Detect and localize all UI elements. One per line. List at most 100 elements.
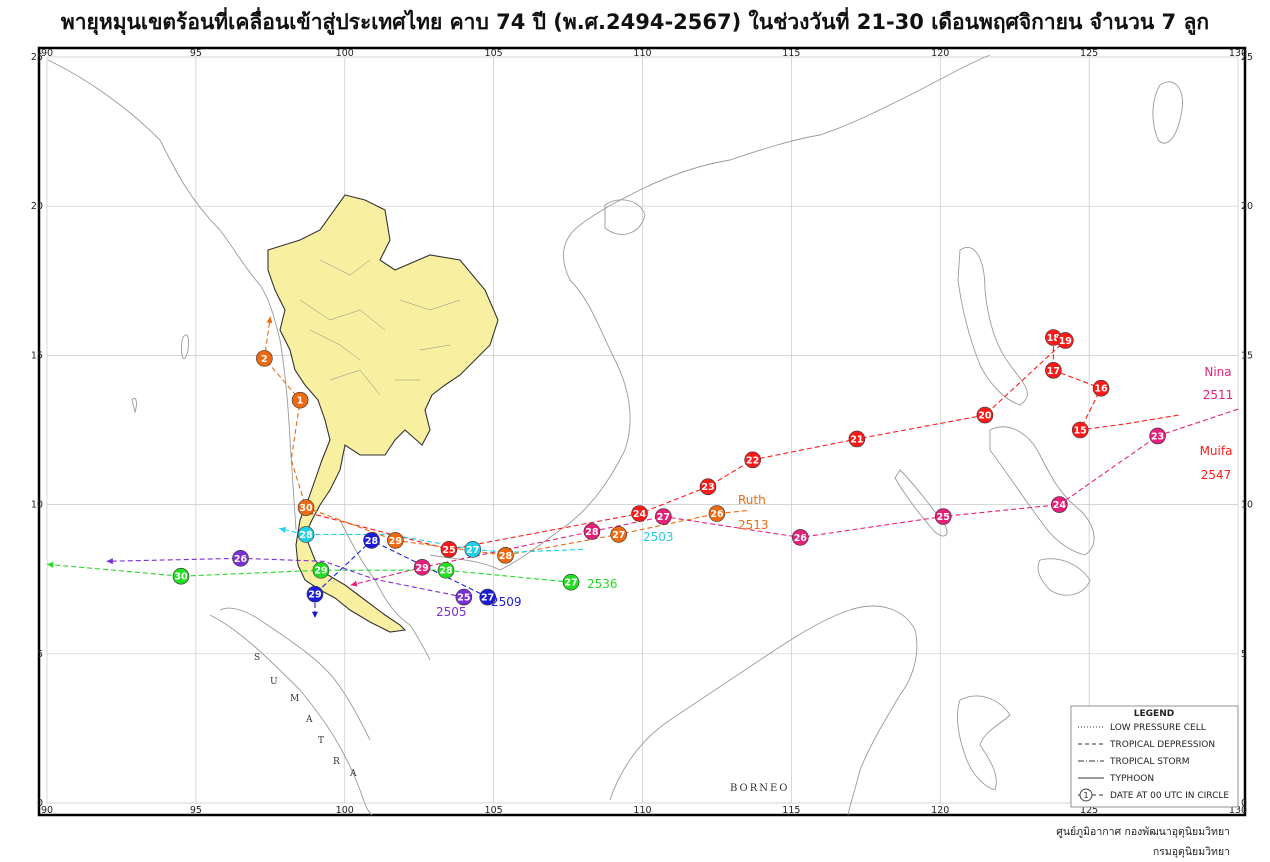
lat-tick-right: 20 [1241,201,1253,212]
lon-tick-top: 90 [41,48,53,59]
legend: LEGEND LOW PRESSURE CELL TROPICAL DEPRESS… [1070,705,1239,808]
date-marker [437,561,455,579]
map-title: พายุหมุนเขตร้อนที่เคลื่อนเข้าสู่ประเทศไท… [60,10,1210,34]
date-marker [792,529,809,546]
storm-label: 2511 [1203,388,1234,402]
lat-tick-left: 20 [31,201,43,212]
legend-title: LEGEND [1134,709,1174,719]
lon-tick-bottom: 115 [782,805,800,816]
lat-tick-left: 0 [37,798,43,809]
lon-tick-top: 120 [931,48,949,59]
lon-tick-top: 130 [1229,48,1247,59]
storm-label: 2509 [491,595,522,609]
date-marker [744,451,761,469]
date-marker [297,499,315,516]
date-marker-label: 2 [261,354,268,365]
sumatra-letter: M [290,694,299,704]
date-marker [312,561,330,579]
date-marker [1045,362,1062,379]
date-marker-label: 19 [1059,336,1072,347]
legend-label: TYPHOON [1109,774,1154,784]
date-marker-label: 29 [314,566,327,577]
storm-track [106,557,464,598]
date-marker-label: 24 [1053,500,1067,511]
date-marker [497,547,514,564]
storm-label: Ruth [738,493,766,507]
track-arrowhead [266,316,273,324]
lat-tick-right: 25 [1241,52,1253,63]
date-marker-label: 26 [234,554,248,565]
lon-tick-bottom: 125 [1080,805,1098,816]
date-marker [1071,421,1089,439]
date-marker-label: 22 [746,455,759,466]
date-marker-label: 25 [457,593,470,604]
date-marker-label: 28 [439,566,453,577]
lat-tick-right: 10 [1241,500,1253,511]
storm-label: Muifa [1200,444,1233,458]
date-marker [1092,379,1110,397]
date-marker-label: 1 [297,396,304,407]
storm-label: 2503 [643,530,674,544]
date-marker-label: 27 [564,578,577,589]
lon-tick-top: 115 [782,48,800,59]
date-marker [479,588,496,606]
lat-tick-left: 15 [31,350,43,361]
sumatra-letter: T [318,736,324,746]
date-marker [583,523,601,540]
borneo-label: BORNEO [730,783,790,794]
lat-tick-left: 10 [31,500,43,511]
date-marker-label: 28 [585,527,599,538]
date-marker-label: 20 [978,411,992,422]
lon-tick-bottom: 105 [485,805,503,816]
lon-tick-bottom: 100 [336,805,354,816]
lat-tick-right: 0 [1241,798,1247,809]
lon-tick-top: 95 [190,48,202,59]
storm-label: 2513 [738,518,769,532]
lon-tick-bottom: 110 [633,805,651,816]
sumatra-letter: S [254,653,260,663]
date-marker [1149,427,1166,445]
lon-tick-top: 110 [633,48,651,59]
date-marker [291,391,309,409]
date-marker [387,532,404,549]
date-marker-label: 27 [466,545,479,556]
borneo-coast [609,605,918,816]
date-marker [655,508,672,525]
lon-tick-bottom: 90 [41,805,53,816]
sumatra-letter: A [349,769,357,779]
sumatra-coast [209,607,373,816]
storm-label: 2505 [436,605,467,619]
date-marker [256,350,273,367]
lon-tick-top: 125 [1080,48,1098,59]
date-marker [363,532,380,549]
date-marker [699,478,717,495]
sumatra-letter: A [305,715,313,725]
sumatra-letter: R [333,757,340,767]
storm-label: 2547 [1201,468,1232,482]
date-marker [562,573,580,591]
lon-tick-bottom: 120 [931,805,949,816]
date-marker [297,526,315,543]
date-marker-label: 23 [1151,431,1164,442]
date-marker-label: 17 [1047,366,1060,377]
lon-tick-top: 100 [336,48,354,59]
lon-tick-bottom: 130 [1229,805,1247,816]
date-marker-label: 24 [633,509,647,520]
date-marker-label: 26 [710,509,724,520]
date-marker-label: 27 [657,512,670,523]
date-marker [848,430,866,448]
track-arrowhead [350,580,358,587]
date-marker-label: 28 [299,530,313,541]
date-marker [1057,332,1074,349]
date-marker-label: 28 [499,551,513,562]
date-marker-label: 25 [442,545,455,556]
date-marker-label: 18 [1047,333,1061,344]
date-marker [708,505,726,522]
legend-label: TROPICAL DEPRESSION [1109,740,1215,750]
date-marker-label: 28 [365,536,379,547]
date-marker-label: 16 [1094,384,1108,395]
legend-box [1070,705,1239,808]
lon-tick-bottom: 95 [190,805,202,816]
